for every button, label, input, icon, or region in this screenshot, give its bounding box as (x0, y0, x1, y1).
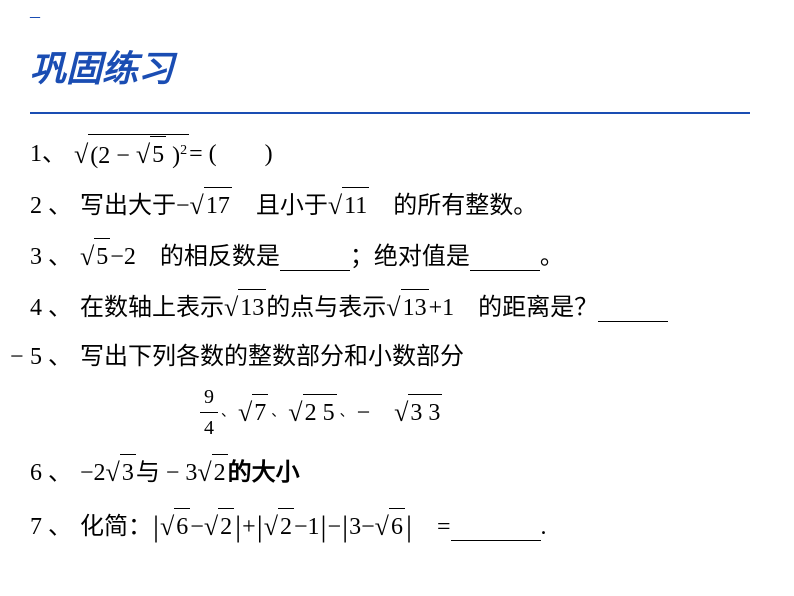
p2-text3: 的所有整数。 (369, 188, 537, 224)
p4-text3: +1 的距离是？ (429, 290, 599, 326)
abs-bar-6: | (405, 504, 413, 549)
p3-text1: −2 的相反数是 (110, 239, 280, 275)
p3-blank1 (280, 242, 350, 271)
problem-1-num: 1、 (30, 136, 66, 172)
p7-sqrtD: √6 (375, 507, 405, 546)
p5-frac-den: 4 (200, 413, 218, 443)
p1-inner-sqrt: 5 (150, 136, 166, 173)
p4-blank (598, 293, 668, 322)
p4-sqrt2: √13 (386, 288, 428, 327)
problem-2: 2 、 写出大于 − √17 且小于 √11 的所有整数。 (30, 186, 764, 225)
p2-text1: 写出大于 (80, 188, 176, 224)
p7-equals: = (413, 509, 451, 545)
problem-5: − 5 、 写出下列各数的整数部分和小数部分 (12, 339, 764, 375)
p5-sqrtB: √2 5 (288, 393, 336, 432)
p7-text1: 化简： (80, 509, 152, 545)
p2-neg: − (176, 188, 190, 224)
corner-mark: – (30, 5, 40, 28)
problem-6-num: 6 、 (30, 455, 72, 491)
p2-text2: 且小于 (232, 188, 328, 224)
p1-equals: = ( ) (189, 136, 273, 172)
problem-1: 1、 √ (2 − √5 )2 = ( ) (30, 134, 764, 174)
p2-sqrt2: √11 (328, 186, 369, 225)
p5-sep1: 、 (218, 402, 238, 423)
p7-sqrtA: √6 (160, 507, 190, 546)
p6-sqrtB: √2 (197, 453, 227, 492)
problem-5-num: 5 、 (30, 339, 72, 375)
abs-bar-2: | (234, 504, 242, 549)
p5-minus: − (357, 395, 395, 431)
p7-three: 3− (349, 509, 375, 545)
p7-blank (451, 512, 541, 541)
p5-sqrtA: √7 (238, 393, 268, 432)
problem-3: 3 、 √5 −2 的相反数是 ；绝对值是 。 (30, 237, 764, 276)
p6-text1: −2 (80, 455, 106, 491)
abs-bar-4: | (320, 504, 328, 549)
p6-text2: 与 − 3 (136, 455, 198, 491)
p3-sqrt: √5 (80, 237, 110, 276)
p6-text3: 的大小 (228, 455, 300, 491)
p7-minus2: −1 (294, 509, 320, 545)
p1-inner-1: (2 − (90, 143, 136, 169)
abs-bar-5: | (341, 504, 349, 549)
p7-sqrtC: √2 (264, 507, 294, 546)
p5-sqrtC: √3 3 (394, 393, 442, 432)
p5-frac: 9 4 (200, 382, 218, 443)
p7-period: . (541, 509, 547, 545)
problem-7-num: 7 、 (30, 509, 72, 545)
page-title: 巩固练习 (30, 40, 764, 92)
p2-sqrt1: √17 (190, 186, 232, 225)
p7-plus: + (242, 509, 256, 545)
p3-text3: 。 (540, 239, 564, 275)
p7-minus3: − (328, 509, 342, 545)
p5-frac-num: 9 (200, 382, 218, 413)
p4-text2: 的点与表示 (266, 290, 386, 326)
p4-text1: 在数轴上表示 (80, 290, 224, 326)
p1-exp: 2 (180, 143, 187, 158)
p5-sep2: 、 (268, 402, 288, 423)
problem-6: 6 、 −2 √3 与 − 3 √2 的大小 (30, 453, 764, 492)
abs-bar-3: | (256, 504, 264, 549)
title-underline (30, 112, 750, 114)
problem-7: 7 、 化简： | √6 − √2 | + | √2 −1 | − | 3− √… (30, 504, 764, 549)
p5-sep3: 、 (337, 402, 357, 423)
problem-2-num: 2 、 (30, 188, 72, 224)
sqrt-expr-1: √ (2 − √5 )2 (74, 134, 189, 174)
p1-inner-3: ) (172, 143, 180, 169)
abs-bar-1: | (152, 504, 160, 549)
p6-sqrtA: √3 (106, 453, 136, 492)
problem-3-num: 3 、 (30, 239, 72, 275)
p4-sqrt1: √13 (224, 288, 266, 327)
p5-text1: 写出下列各数的整数部分和小数部分 (80, 339, 464, 375)
problem-4: 4 、 在数轴上表示 √13 的点与表示 √13 +1 的距离是？ (30, 288, 764, 327)
p7-minus1: − (190, 509, 204, 545)
p3-blank2 (470, 242, 540, 271)
p5-prefix: − (10, 339, 24, 375)
p3-text2: ；绝对值是 (350, 239, 470, 275)
problem-5-expr: 9 4 、 √7 、 √2 5 、 − √3 3 (200, 382, 764, 443)
problem-4-num: 4 、 (30, 290, 72, 326)
p7-sqrtB: √2 (204, 507, 234, 546)
